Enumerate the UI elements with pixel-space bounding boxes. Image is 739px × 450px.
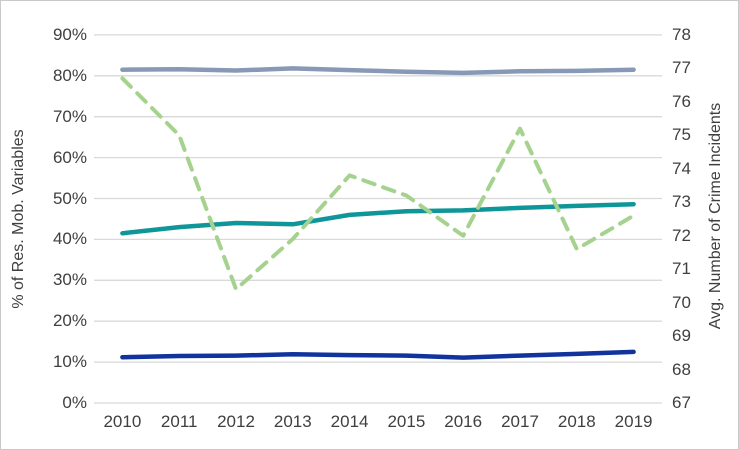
right-axis-tick: 73	[672, 192, 691, 212]
x-axis-tick: 2010	[103, 412, 142, 431]
right-axis-tick: 72	[672, 225, 691, 245]
x-axis-tick: 2015	[387, 412, 426, 431]
x-axis-tick: 2014	[330, 412, 369, 431]
left-axis-tick: 70%	[52, 106, 87, 126]
left-axis-tick: 20%	[52, 311, 87, 331]
left-axis-title: % of Res. Mob. Variables	[10, 129, 27, 309]
x-axis-tick: 2019	[614, 412, 653, 431]
x-axis-tick: 2016	[444, 412, 483, 431]
right-axis-tick: 77	[672, 58, 691, 78]
left-axis-tick: 50%	[52, 188, 87, 208]
left-axis-tick: 60%	[52, 147, 87, 167]
left-axis-tick: 10%	[52, 352, 87, 372]
right-axis-tick: 78	[672, 24, 691, 44]
x-axis-tick: 2013	[273, 412, 312, 431]
teal-line	[120, 201, 636, 236]
x-axis-tick: 2017	[501, 412, 539, 431]
navy-line	[120, 349, 636, 360]
right-axis-tick: 74	[672, 158, 691, 178]
x-axis-tick: 2011	[160, 412, 198, 431]
left-axis-tick: 30%	[52, 270, 87, 290]
right-axis-tick: 68	[672, 359, 691, 379]
right-axis-tick: 69	[672, 326, 691, 346]
right-axis-tick: 76	[672, 91, 691, 111]
blue-gray-line	[120, 66, 636, 76]
right-axis-tick: 70	[672, 292, 691, 312]
green-dashed-line	[120, 76, 636, 292]
right-axis-tick: 71	[672, 259, 691, 279]
right-axis-tick: 75	[672, 125, 691, 145]
right-axis-tick: 67	[672, 393, 691, 412]
left-axis-tick: 0%	[62, 393, 87, 412]
left-axis-tick: 40%	[52, 229, 87, 249]
x-axis-tick: 2012	[217, 412, 255, 431]
left-axis-tick: 90%	[52, 24, 87, 44]
left-axis-tick: 80%	[52, 65, 87, 85]
x-axis-tick: 2018	[557, 412, 596, 431]
